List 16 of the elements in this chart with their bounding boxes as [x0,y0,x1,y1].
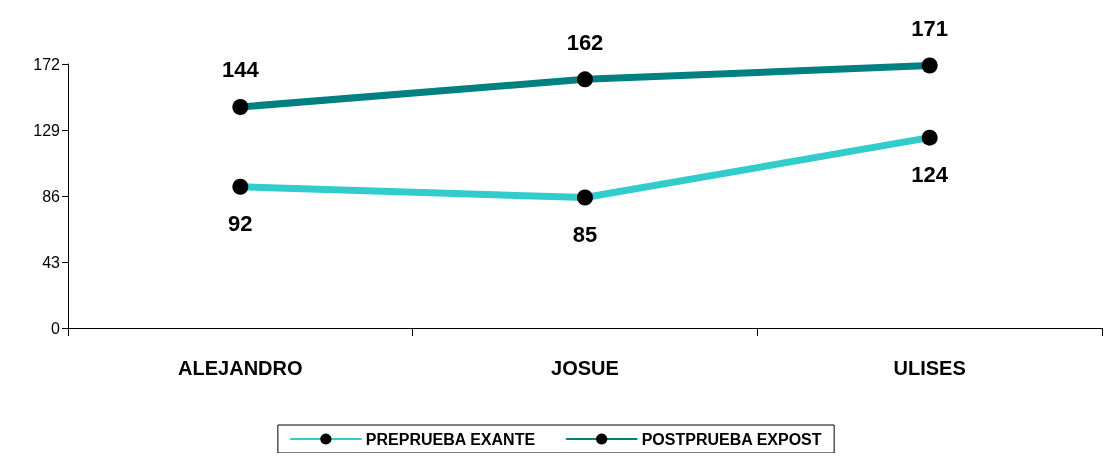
data-label: 124 [911,162,949,188]
legend-label: PREPRUEBA EXANTE [365,430,536,448]
x-tick-label: JOSUE [551,357,619,379]
y-tick-label: 172 [33,55,61,73]
x-tick-label: ULISES [893,357,966,379]
legend-label: POSTPRUEBA EXPOST [641,430,822,448]
data-label: 92 [228,211,253,237]
y-tick-label: 129 [33,121,61,139]
y-tick-label: 43 [42,253,61,271]
data-label: 171 [911,16,949,42]
y-tick-label: 86 [42,187,61,205]
y-tick-label: 0 [51,319,61,337]
data-label: 144 [221,57,260,83]
data-label: 85 [572,222,598,248]
data-label: 162 [566,29,604,55]
x-tick-label: ALEJANDRO [178,357,303,379]
